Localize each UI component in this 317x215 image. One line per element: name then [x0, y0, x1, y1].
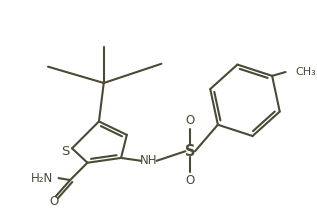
Text: CH₃: CH₃: [295, 67, 316, 77]
Text: O: O: [186, 175, 195, 187]
Text: H₂N: H₂N: [31, 172, 53, 185]
Text: S: S: [185, 144, 196, 159]
Text: O: O: [49, 195, 58, 208]
Text: O: O: [186, 114, 195, 127]
Text: NH: NH: [140, 154, 158, 167]
Text: S: S: [61, 145, 69, 158]
